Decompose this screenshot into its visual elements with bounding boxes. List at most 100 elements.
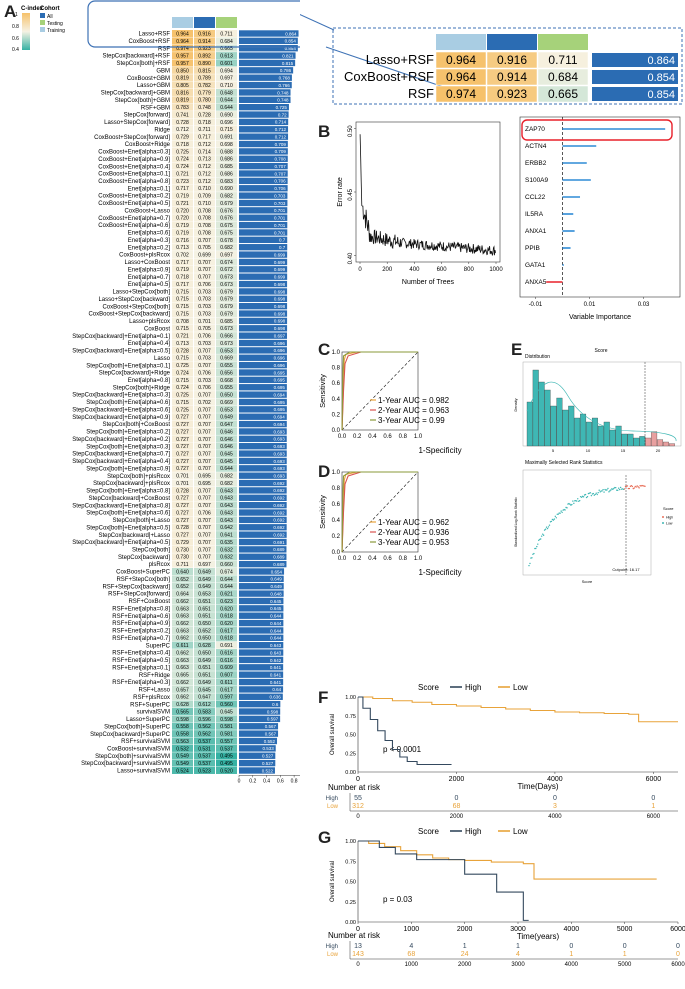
heatmap-value: 0.707	[198, 267, 211, 273]
heatmap-cell	[194, 37, 215, 45]
heatmap-cell	[216, 118, 237, 126]
heatmap-value: 0.607	[220, 673, 233, 679]
mean-cindex-bar	[239, 678, 284, 686]
e-stat-point	[536, 545, 538, 548]
mean-cindex-value: 0.7	[279, 245, 286, 250]
heatmap-cell	[194, 730, 215, 738]
risk-xtick-label: 5000	[618, 962, 632, 968]
heatmap-value: 0.669	[220, 356, 233, 362]
e-stat-point	[571, 503, 573, 506]
mean-cindex-bar	[239, 634, 284, 642]
mean-cindex-value: 0.689	[273, 547, 285, 552]
heatmap-cell	[216, 81, 237, 89]
model-name: RSF+Enet[alpha=0.1]	[112, 665, 170, 671]
heatmap-value: 0.644	[220, 105, 233, 111]
heatmap-cell	[216, 737, 237, 745]
heatmap-value: 0.664	[176, 592, 189, 598]
mean-cindex-bar	[239, 509, 287, 516]
heatmap-value: 0.663	[176, 665, 189, 671]
heatmap-value: 0.645	[220, 459, 233, 465]
heatmap-value: 0.703	[198, 378, 211, 384]
zoom-mean-bar	[592, 70, 678, 84]
roc-xtick-label: 1.0	[414, 556, 423, 562]
model-name: RSF+StepCox[backward]	[102, 584, 170, 590]
e-stat-xlabel: Score	[582, 579, 593, 584]
heatmap-cell	[194, 568, 215, 575]
model-name: survivalSVM	[137, 710, 170, 716]
heatmap-cell	[194, 538, 215, 546]
heatmap-value: 0.656	[220, 370, 233, 376]
axis-tick-label: 0.4	[263, 778, 270, 784]
heatmap-cell	[216, 501, 237, 509]
heatmap-value: 0.537	[198, 739, 211, 745]
heatmap-value: 0.708	[198, 223, 211, 229]
heatmap-value: 0.651	[198, 606, 211, 612]
model-name: Enet[alpha=0.7]	[128, 275, 171, 281]
heatmap-cell	[216, 192, 237, 200]
heatmap-cell	[194, 228, 215, 236]
e-title: Score	[594, 348, 607, 354]
km-ytick-label: 0.75	[345, 714, 356, 720]
mean-cindex-value: 0.712	[275, 134, 287, 139]
heatmap-value: 0.673	[220, 341, 233, 347]
km-ylabel: Overall survival	[330, 861, 336, 902]
heatmap-value: 0.662	[176, 636, 189, 642]
mean-cindex-value: 0.698	[274, 326, 286, 331]
heatmap-value: 0.640	[176, 569, 189, 575]
heatmap-cell	[172, 420, 193, 428]
e-stat-point	[617, 487, 620, 489]
mean-cindex-value: 0.699	[274, 252, 286, 257]
model-name: StepCox[both]+survivalSVM	[95, 754, 170, 760]
heatmap-cell	[172, 243, 193, 251]
heatmap-cell	[194, 442, 215, 450]
heatmap-cell	[216, 125, 237, 133]
heatmap-cell	[194, 280, 215, 288]
heatmap-value: 0.713	[176, 245, 189, 251]
zoom-cell-value: 0.916	[497, 53, 527, 67]
heatmap-value: 0.819	[176, 98, 189, 104]
heatmap-value: 0.725	[176, 149, 189, 155]
mean-cindex-bar	[239, 59, 296, 67]
zoom-header-block	[487, 34, 537, 50]
heatmap-value: 0.650	[198, 650, 211, 656]
mean-cindex-bar	[239, 479, 287, 487]
heatmap-cell	[172, 435, 193, 443]
roc-ylabel: Sensitivity	[318, 495, 327, 529]
mean-cindex-value: 0.725	[276, 105, 288, 110]
mean-cindex-value: 0.709	[275, 149, 287, 154]
heatmap-value: 0.699	[198, 253, 211, 259]
km-xtick-label: 0	[356, 926, 360, 933]
mean-cindex-value: 0.692	[273, 488, 285, 493]
heatmap-cell	[172, 133, 193, 141]
mean-cindex-bar	[239, 671, 284, 678]
mean-cindex-bar	[239, 384, 287, 391]
heatmap-value: 0.728	[176, 120, 189, 126]
heatmap-value: 0.707	[198, 348, 211, 354]
panel-d-roc: 0.00.0 0.2 0.2 0.4 0.4 0.6 0.6 0.8 0.8 1.0 1.0 Sens…	[318, 470, 462, 577]
heatmap-cell	[216, 147, 237, 155]
e-stat-point	[532, 553, 534, 556]
mean-cindex-value: 0.644	[270, 636, 282, 641]
mean-cindex-bar	[239, 170, 288, 177]
mean-cindex-value: 0.708	[275, 157, 287, 162]
mean-cindex-value: 0.692	[273, 510, 285, 515]
e-stat-point	[602, 488, 604, 491]
heatmap-value: 0.686	[220, 171, 233, 177]
km-xtick-label: 4000	[547, 776, 563, 783]
zoom-source-box	[87, 0, 300, 48]
mean-cindex-bar	[239, 177, 288, 185]
e-hist-bar	[615, 425, 622, 447]
heatmap-cell	[216, 206, 237, 214]
heatmap-cell	[172, 663, 193, 671]
heatmap-value: 0.558	[176, 724, 189, 730]
mean-cindex-bar	[239, 133, 289, 140]
mean-cindex-value: 0.644	[270, 628, 282, 633]
km-legend-label: Low	[513, 683, 528, 692]
heatmap-cell	[172, 597, 193, 605]
risk-count-low: 312	[352, 803, 364, 810]
heatmap-value: 0.655	[220, 363, 233, 369]
e-hist-bar	[651, 431, 658, 447]
km-low-curve	[358, 696, 678, 723]
heatmap-cell	[172, 516, 193, 524]
heatmap-value: 0.620	[220, 621, 233, 627]
